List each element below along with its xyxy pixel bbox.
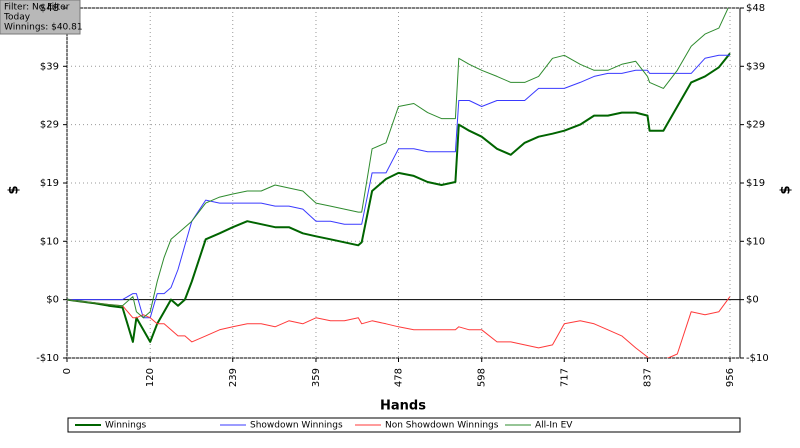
- y2-tick-label: $48: [746, 3, 765, 14]
- legend: [67, 417, 741, 433]
- y-tick-label: $0: [46, 295, 59, 306]
- x-tick-label: 956: [725, 368, 736, 387]
- y2-tick-label: $0: [746, 295, 759, 306]
- y-tick-label: $29: [40, 120, 59, 131]
- series-line: [67, 8, 729, 319]
- legend-label: Non Showdown Winnings: [385, 421, 499, 431]
- y-tick-label: -$10: [36, 353, 59, 364]
- y2-tick-label: $19: [746, 178, 765, 189]
- x-tick-label: 239: [228, 368, 239, 387]
- x-axis-label: Hands: [380, 399, 426, 414]
- legend-label: Winnings: [105, 421, 147, 431]
- y-tick-label: $10: [40, 236, 59, 247]
- x-tick-label: 717: [559, 368, 570, 387]
- info-filter: Filter: No Filter: [4, 3, 70, 13]
- y2-axis-label: $: [779, 185, 794, 194]
- x-tick-label: 598: [477, 368, 488, 387]
- series-line: [67, 52, 731, 343]
- legend-label: All-In EV: [535, 421, 573, 431]
- info-winnings: Winnings: $40.81: [4, 23, 83, 33]
- y-tick-label: $19: [40, 178, 59, 189]
- x-tick-label: 0: [62, 368, 73, 374]
- info-box: [0, 0, 81, 35]
- x-tick-label: 120: [145, 368, 156, 387]
- y2-tick-label: -$10: [746, 353, 769, 364]
- info-period: Today: [3, 13, 31, 23]
- y-tick-label: $39: [40, 61, 59, 72]
- legend-label: Showdown Winnings: [250, 421, 343, 431]
- x-tick-label: 478: [394, 368, 405, 387]
- y2-tick-label: $10: [746, 236, 765, 247]
- y2-tick-label: $39: [746, 61, 765, 72]
- y-tick-label: $48: [40, 3, 59, 14]
- series-line: [67, 54, 730, 319]
- x-tick-label: 359: [311, 368, 322, 387]
- y2-tick-label: $29: [746, 120, 765, 131]
- x-tick-label: 837: [642, 368, 653, 387]
- series-line: [67, 296, 731, 358]
- y-axis-label: $: [7, 185, 22, 194]
